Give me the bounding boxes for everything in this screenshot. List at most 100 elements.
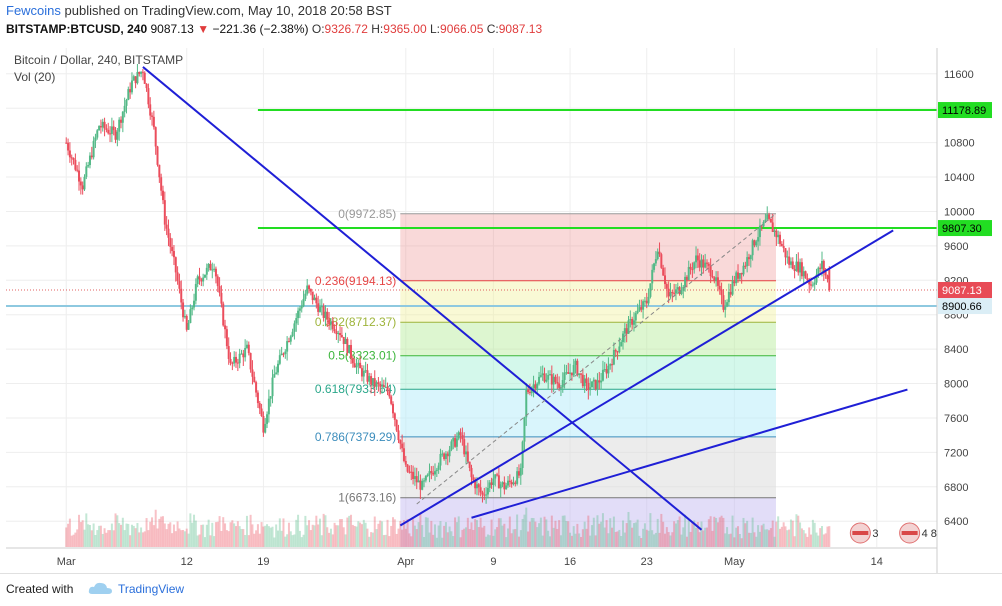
volume-bar xyxy=(251,524,254,547)
volume-bar xyxy=(200,524,203,547)
candle-body xyxy=(185,315,188,330)
candle-body xyxy=(291,331,294,337)
volume-bar xyxy=(194,520,197,547)
candle-body xyxy=(129,89,132,93)
volume-bar xyxy=(638,535,641,547)
candle-body xyxy=(441,453,444,455)
candle-body xyxy=(705,262,708,264)
volume-bar xyxy=(512,529,515,547)
author-link[interactable]: Fewcoins xyxy=(6,3,61,18)
candle-body xyxy=(397,430,400,441)
volume-bar xyxy=(773,536,776,547)
volume-bar xyxy=(570,535,573,547)
candle-body xyxy=(357,362,360,366)
volume-bar xyxy=(724,533,727,547)
volume-bar xyxy=(563,515,566,547)
volume-bar xyxy=(348,515,351,547)
volume-bar xyxy=(392,517,395,547)
candle-body xyxy=(496,474,499,476)
tradingview-link[interactable]: TradingView xyxy=(118,582,185,596)
volume-bar xyxy=(404,528,407,547)
volume-bar xyxy=(379,520,382,547)
volume-bar xyxy=(324,515,327,547)
volume-bar xyxy=(371,532,374,547)
volume-bar xyxy=(543,516,546,547)
volume-bar xyxy=(287,522,290,547)
candle-body xyxy=(632,320,635,325)
ohlc-line: BITSTAMP:BTCUSD, 240 9087.13 ▼ −221.36 (… xyxy=(6,22,542,36)
y-tick-label: 8000 xyxy=(944,379,968,391)
candle-body xyxy=(253,376,256,383)
candle-body xyxy=(497,475,500,489)
down-arrow-icon: ▼ xyxy=(197,22,210,36)
candle-body xyxy=(67,142,70,151)
volume-bar xyxy=(782,522,785,547)
candle-body xyxy=(273,374,276,378)
volume-bar xyxy=(590,525,593,547)
volume-bar xyxy=(477,527,480,547)
volume-bar xyxy=(755,536,758,547)
volume-bar xyxy=(151,517,154,547)
volume-bar xyxy=(152,525,155,547)
candle-body xyxy=(160,177,163,191)
candle-body xyxy=(446,453,449,457)
volume-bar xyxy=(444,522,447,547)
price-chart[interactable]: 0(9972.85) 0.236(9194.13) 0.382(8712.37) 0.… xyxy=(0,44,1002,573)
volume-bar xyxy=(479,517,482,547)
volume-bar xyxy=(430,520,433,547)
volume-bar xyxy=(388,536,391,547)
candle-body xyxy=(824,271,827,276)
candle-body xyxy=(811,284,814,286)
candle-body xyxy=(738,273,741,279)
candle-body xyxy=(264,423,267,433)
candle-body xyxy=(138,71,141,74)
candle-body xyxy=(167,228,170,238)
candle-body xyxy=(269,396,272,399)
candle-body xyxy=(202,277,205,282)
volume-bar xyxy=(174,531,177,547)
y-tick-label: 7200 xyxy=(944,447,968,459)
candle-body xyxy=(176,272,179,282)
candle-body xyxy=(163,200,166,225)
volume-bar xyxy=(671,532,674,547)
candle-body xyxy=(760,225,763,227)
candle-body xyxy=(693,262,696,270)
candle-body xyxy=(784,248,787,258)
volume-bar xyxy=(355,526,358,547)
volume-bar xyxy=(729,533,732,547)
candle-body xyxy=(536,383,539,389)
volume-bar xyxy=(485,536,488,547)
volume-bar xyxy=(678,516,681,547)
y-tick-label: 10800 xyxy=(944,138,975,150)
volume-bar xyxy=(286,534,289,547)
candle-body xyxy=(171,246,174,252)
candle-body xyxy=(99,126,102,128)
volume-bar xyxy=(611,527,614,547)
volume-bar xyxy=(105,532,108,547)
created-with-label: Created with xyxy=(6,582,74,596)
candle-body xyxy=(735,272,738,284)
candle-body xyxy=(318,306,321,312)
volume-bar xyxy=(819,528,822,547)
volume-bar xyxy=(423,536,426,547)
volume-bar xyxy=(516,514,519,547)
volume-bar xyxy=(645,529,648,547)
candle-body xyxy=(651,269,654,284)
candle-body xyxy=(581,374,584,387)
volume-bar xyxy=(620,535,623,547)
candle-body xyxy=(475,484,478,489)
candle-body xyxy=(594,379,597,390)
volume-bar xyxy=(600,521,603,547)
candle-body xyxy=(545,379,548,382)
candle-body xyxy=(412,471,415,479)
volume-bar xyxy=(488,535,491,547)
candle-body xyxy=(724,306,727,310)
volume-bar xyxy=(470,522,473,547)
volume-bar xyxy=(370,532,373,547)
candle-body xyxy=(331,321,334,330)
candle-body xyxy=(359,362,362,369)
candle-body xyxy=(786,256,789,258)
candle-body xyxy=(742,265,745,275)
volume-bar xyxy=(225,530,228,547)
volume-bar xyxy=(70,535,73,547)
